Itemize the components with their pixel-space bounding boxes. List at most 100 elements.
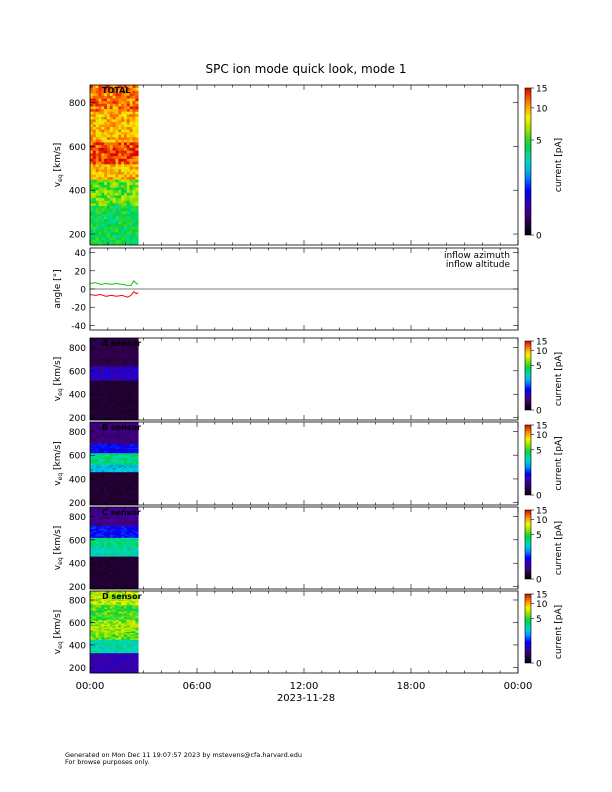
heatmap-cell [132,511,136,514]
heatmap-cell [101,338,105,340]
heatmap-cell [106,448,111,451]
heatmap-cell [132,124,136,128]
heatmap-cell [132,141,136,146]
heatmap-cell [123,545,128,548]
heatmap-cell [135,574,139,577]
heatmap-cell [132,474,136,477]
heatmap-cell [112,163,116,167]
heatmap-cell [90,166,94,170]
heatmap-cell [118,339,122,342]
heatmap-cell [126,436,131,439]
heatmap-cell [126,339,131,342]
heatmap-cell [126,659,131,662]
heatmap-cell [98,366,102,368]
heatmap-cell [92,181,97,185]
heatmap-cell [115,407,119,410]
heatmap-cell [109,87,114,91]
heatmap-cell [112,641,116,644]
heatmap-cell [98,480,102,483]
heatmap-cell [135,231,139,235]
heatmap-cell [109,554,114,557]
heatmap-cell [104,147,108,151]
heatmap-cell [101,524,105,527]
heatmap-cell [129,192,133,196]
heatmap-cell [115,210,119,214]
heatmap-cell [121,530,125,532]
heatmap-cell [135,345,139,347]
heatmap-cell [104,527,108,530]
heatmap-cell [98,433,102,436]
heatmap-cell [129,566,133,569]
heatmap-cell [95,161,99,165]
heatmap-cell [129,553,133,556]
heatmap-cell [129,451,133,454]
heatmap-cell [129,650,133,652]
heatmap-cell [115,586,119,588]
heatmap-cell [118,176,122,180]
heatmap-cell [90,155,94,159]
heatmap-cell [123,424,128,427]
heatmap-cell [98,534,102,537]
heatmap-cell [126,554,131,557]
heatmap-cell [121,158,125,162]
heatmap-cell [123,444,128,447]
heatmap-cell [118,666,122,669]
heatmap-cell [104,98,108,102]
heatmap-cell [90,450,94,452]
heatmap-cell [104,85,108,89]
heatmap-cell [129,390,133,392]
heatmap-cell [132,460,136,463]
heatmap-cell [98,580,102,583]
heatmap-cell [106,384,111,387]
heatmap-cell [98,634,102,636]
heatmap-cell [129,525,133,528]
heatmap-cell [106,412,111,415]
heatmap-cell [109,540,114,542]
heatmap-cell [92,189,97,193]
heatmap-cell [112,533,116,535]
heatmap-cell [121,407,125,410]
heatmap-cell [109,643,114,646]
heatmap-cell [109,405,114,408]
heatmap-cell [121,450,125,452]
heatmap-cell [135,627,139,630]
heatmap-cell [109,545,114,548]
heatmap-cell [106,218,111,222]
heatmap-cell [126,587,131,590]
heatmap-cell [112,415,116,418]
heatmap-cell [118,569,122,571]
heatmap-cell [90,490,94,493]
heatmap-cell [104,659,108,662]
heatmap-cell [109,632,114,635]
heatmap-cell [90,517,94,519]
heatmap-cell [90,161,94,165]
heatmap-cell [101,570,105,573]
heatmap-cell [115,223,119,227]
heatmap-cell [98,197,102,201]
heatmap-cell [132,550,136,553]
heatmap-cell [132,466,136,468]
heatmap-cell [98,237,102,241]
heatmap-cell [104,418,108,421]
heatmap-cell [118,338,122,340]
heatmap-cell [135,463,139,466]
heatmap-cell [104,349,108,352]
heatmap-cell [92,380,97,382]
heatmap-cell [101,213,105,217]
heatmap-cell [112,439,116,441]
heatmap-cell [121,124,125,128]
heatmap-cell [98,577,102,580]
heatmap-cell [109,631,114,634]
heatmap-cell [112,187,116,191]
heatmap-cell [121,554,125,557]
heatmap-cell [115,390,119,392]
heatmap-cell [112,423,116,426]
heatmap-cell [115,670,119,673]
panel-frame [89,506,519,590]
heatmap-cell [104,126,108,130]
heatmap-cell [123,535,128,538]
heatmap-cell [118,627,122,630]
heatmap-cell [104,628,108,631]
heatmap-cell [92,95,97,99]
heatmap-cell [95,644,99,647]
